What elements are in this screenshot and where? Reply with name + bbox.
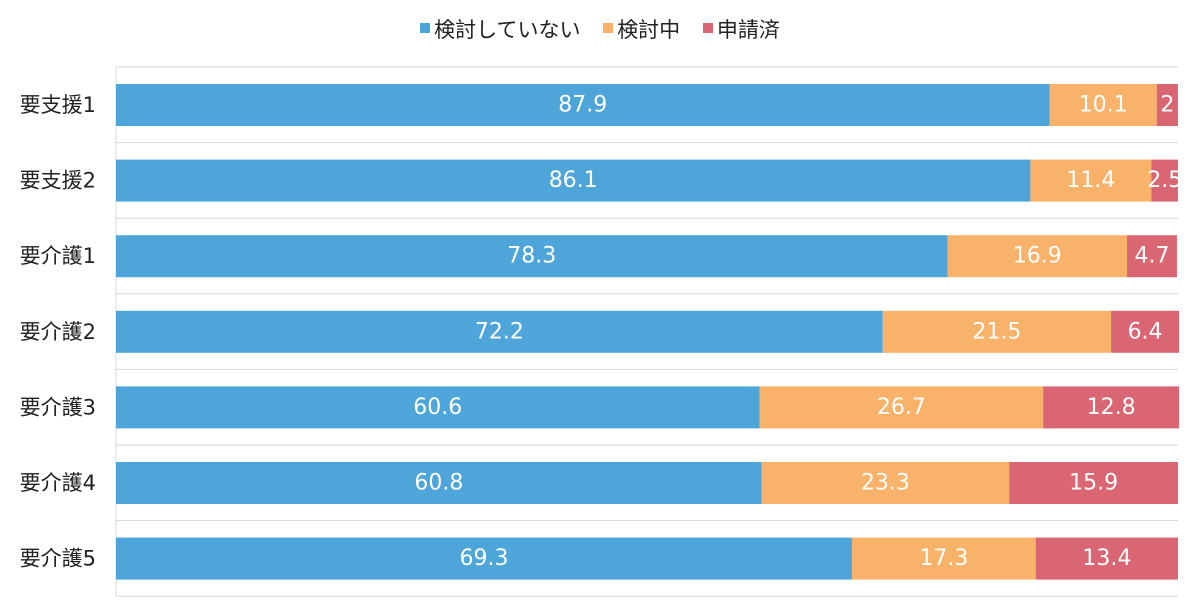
data-label: 15.9	[1069, 471, 1118, 496]
bar-segment	[947, 235, 1128, 278]
bar-segment	[1127, 235, 1177, 278]
data-label: 6.4	[1128, 319, 1163, 344]
category-label: 要介護1	[20, 244, 96, 268]
legend-item-applied: 申請済	[702, 14, 780, 44]
category-label: 要介護2	[20, 320, 96, 344]
category-label: 要支援2	[20, 169, 96, 193]
data-label: 23.3	[861, 471, 910, 496]
bar-segment	[761, 462, 1010, 504]
data-label: 12.8	[1087, 395, 1136, 420]
bar-segment	[1049, 84, 1157, 126]
data-label: 87.9	[558, 93, 607, 118]
data-label: 60.6	[413, 395, 462, 420]
data-label: 86.1	[549, 168, 598, 193]
legend-label-applied: 申請済	[716, 18, 780, 42]
data-label: 2.5	[1147, 168, 1182, 193]
data-label: 11.4	[1066, 168, 1115, 193]
bar-segment	[116, 310, 883, 353]
data-label: 78.3	[507, 244, 556, 269]
bar-segment	[116, 386, 760, 429]
legend-label-considering: 検討中	[617, 18, 681, 42]
bar-segment	[759, 386, 1044, 429]
data-label: 16.9	[1013, 244, 1062, 269]
data-label: 17.3	[919, 546, 968, 571]
category-label: 要介護3	[20, 395, 96, 419]
data-label: 60.8	[414, 471, 463, 496]
bar-segment	[1156, 84, 1178, 126]
data-label: 4.7	[1134, 244, 1169, 269]
category-label: 要介護4	[20, 471, 96, 495]
legend-item-considering: 検討中	[603, 14, 680, 44]
bar-segment	[116, 84, 1050, 126]
bar-segment	[882, 310, 1112, 353]
legend-swatch-not-considering	[420, 23, 431, 33]
data-label: 13.4	[1082, 546, 1131, 571]
bar-segment	[851, 537, 1036, 580]
data-label: 2	[1160, 93, 1174, 118]
category-label: 要介護5	[20, 547, 96, 571]
legend-label-not-considering: 検討していない	[434, 18, 581, 42]
legend-item-not-considering: 検討していない	[420, 14, 581, 44]
bar-segment	[1009, 462, 1178, 504]
data-label: 26.7	[877, 395, 926, 420]
data-label: 69.3	[459, 546, 508, 571]
bar-segment	[116, 159, 1031, 202]
bar-segment	[116, 235, 948, 278]
data-label: 21.5	[972, 319, 1021, 344]
data-label: 72.2	[475, 319, 524, 344]
legend: 検討していない 検討中 申請済	[0, 14, 1200, 44]
bar-segment	[116, 537, 852, 580]
category-label: 要支援1	[20, 93, 96, 117]
legend-swatch-applied	[702, 23, 713, 33]
bar-segment	[1151, 159, 1178, 202]
legend-swatch-considering	[603, 23, 614, 33]
bar-segment	[1043, 386, 1180, 429]
bar-segment	[1111, 310, 1180, 353]
bar-segment	[1035, 537, 1178, 580]
data-label: 10.1	[1079, 93, 1128, 118]
bar-segment	[1030, 159, 1152, 202]
bar-segment	[116, 462, 762, 504]
